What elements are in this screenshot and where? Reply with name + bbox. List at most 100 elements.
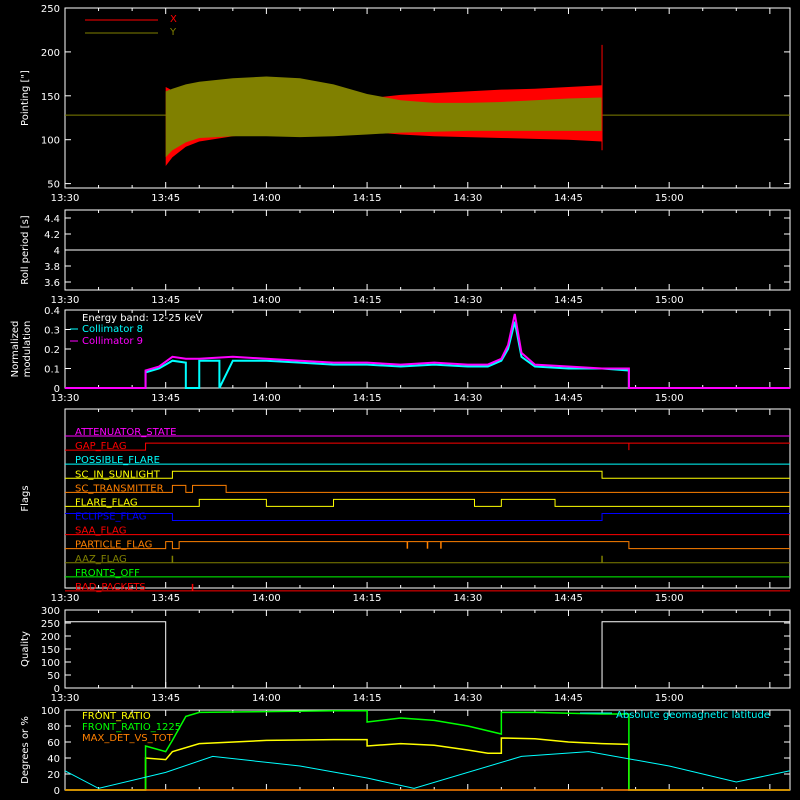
x-tick-label: 13:30 bbox=[51, 393, 80, 404]
y-tick-label: 200 bbox=[41, 48, 60, 59]
flag-label: PARTICLE_FLAG bbox=[75, 540, 152, 551]
y-axis-label: Pointing ["] bbox=[20, 70, 31, 126]
flag-label: BAD_PACKETS bbox=[75, 582, 146, 593]
y-tick-label: 0.3 bbox=[44, 326, 60, 337]
y-tick-label: 150 bbox=[41, 92, 60, 103]
x-tick-label: 13:30 bbox=[51, 693, 80, 704]
flag-line-sc-in-sunlight bbox=[65, 470, 790, 479]
legend-label: FRONT_RATIO_1225 bbox=[82, 722, 181, 733]
x-tick-label: 14:00 bbox=[252, 593, 281, 604]
x-tick-label: 14:00 bbox=[252, 193, 281, 204]
legend-label: Y bbox=[169, 27, 177, 38]
legend-label: MAX_DET_VS_TOT bbox=[82, 733, 174, 744]
y-tick-label: 100 bbox=[41, 658, 60, 669]
x-tick-label: 15:00 bbox=[655, 693, 684, 704]
y-tick-label: 300 bbox=[41, 606, 60, 617]
series-line-collimator-8 bbox=[65, 321, 790, 389]
y-tick-label: 40 bbox=[47, 754, 60, 765]
legend-label: X bbox=[170, 14, 177, 25]
y-tick-label: 150 bbox=[41, 645, 60, 656]
plot-frame bbox=[64, 7, 791, 189]
y-tick-label: 0.1 bbox=[44, 365, 60, 376]
y-tick-label: 0 bbox=[54, 684, 60, 695]
y-tick-label: 50 bbox=[47, 180, 60, 191]
y-axis-label: Flags bbox=[20, 485, 31, 511]
legend-label: Collimator 9 bbox=[82, 336, 143, 347]
y-tick-label: 20 bbox=[47, 770, 60, 781]
x-tick-label: 14:45 bbox=[554, 693, 583, 704]
flag-label: SC_IN_SUNLIGHT bbox=[75, 469, 161, 480]
plot-frame bbox=[64, 408, 791, 589]
y-tick-label: 0.4 bbox=[44, 306, 60, 317]
y-tick-label: 80 bbox=[47, 722, 60, 733]
flag-label: AAZ_FLAG bbox=[75, 554, 127, 565]
y-tick-label: 0 bbox=[54, 786, 60, 797]
legend-label: Collimator 8 bbox=[82, 324, 143, 335]
x-tick-label: 14:45 bbox=[554, 295, 583, 306]
flag-label: ATTENUATOR_STATE bbox=[75, 427, 176, 438]
flag-label: FRONTS_OFF bbox=[75, 568, 140, 579]
y-tick-label: 0 bbox=[54, 384, 60, 395]
x-tick-label: 14:45 bbox=[554, 193, 583, 204]
x-tick-label: 14:00 bbox=[252, 693, 281, 704]
x-tick-label: 13:45 bbox=[151, 193, 180, 204]
x-tick-label: 13:45 bbox=[151, 593, 180, 604]
x-tick-label: 14:15 bbox=[353, 693, 382, 704]
x-tick-label: 15:00 bbox=[655, 393, 684, 404]
flag-line-flare-flag bbox=[65, 498, 790, 507]
flag-label: GAP_FLAG bbox=[75, 441, 127, 452]
y-tick-label: 200 bbox=[41, 632, 60, 643]
x-tick-label: 13:45 bbox=[151, 295, 180, 306]
x-tick-label: 14:30 bbox=[453, 393, 482, 404]
flag-label: SC_TRANSMITTER bbox=[75, 483, 164, 494]
y-tick-label: 100 bbox=[41, 706, 60, 717]
y-tick-label: 50 bbox=[47, 671, 60, 682]
y-tick-label: 4.2 bbox=[44, 230, 60, 241]
x-tick-label: 14:15 bbox=[353, 593, 382, 604]
x-tick-label: 14:30 bbox=[453, 193, 482, 204]
flag-line-gap-flag bbox=[65, 442, 790, 451]
y-tick-label: 3.6 bbox=[44, 278, 60, 289]
y-tick-label: 250 bbox=[41, 619, 60, 630]
x-tick-label: 15:00 bbox=[655, 593, 684, 604]
y-tick-label: 4 bbox=[54, 246, 60, 257]
x-tick-label: 14:30 bbox=[453, 693, 482, 704]
series-line-front-ratio-1225 bbox=[65, 710, 790, 791]
legend-label: FRONT_RATIO bbox=[82, 711, 151, 722]
flag-label: FLARE_FLAG bbox=[75, 497, 138, 508]
panel-6: 0 20 40 60 80 100 Degrees or % FRONT_RATIOFRONT… bbox=[20, 706, 791, 797]
x-tick-label: 13:30 bbox=[51, 295, 80, 306]
panel-3: 13:30 13:45 14:00 14:15 14:30 14:45 15:00 0 0.1 0… bbox=[10, 306, 791, 404]
flag-line-particle-flag bbox=[65, 541, 790, 550]
y-axis-label: modulation bbox=[22, 321, 33, 378]
series-line-absolute-geomagnetic-latitude bbox=[64, 751, 791, 789]
flag-label: POSSIBLE_FLARE bbox=[75, 455, 160, 466]
series-line-collimator-9 bbox=[65, 313, 790, 389]
x-tick-label: 14:15 bbox=[353, 295, 382, 306]
x-tick-label: 14:45 bbox=[554, 593, 583, 604]
y-tick-label: 60 bbox=[47, 738, 60, 749]
series-line-front-ratio bbox=[65, 737, 790, 791]
y-tick-label: 4.4 bbox=[44, 214, 60, 225]
energy-band-annotation: Energy band: 12-25 keV bbox=[82, 313, 203, 324]
x-tick-label: 14:45 bbox=[554, 393, 583, 404]
x-tick-label: 13:45 bbox=[151, 693, 180, 704]
y-tick-label: 3.8 bbox=[44, 262, 60, 273]
x-tick-label: 13:30 bbox=[51, 193, 80, 204]
x-tick-label: 14:15 bbox=[353, 193, 382, 204]
y-axis-label: Normalized bbox=[10, 321, 21, 378]
flag-line-eclipse-flag bbox=[65, 513, 790, 521]
y-tick-label: 0.2 bbox=[44, 345, 60, 356]
series-band-y bbox=[165, 76, 603, 158]
quality-line bbox=[65, 621, 790, 689]
x-tick-label: 14:00 bbox=[252, 295, 281, 306]
y-axis-label: Degrees or % bbox=[20, 716, 31, 784]
x-tick-label: 14:00 bbox=[252, 393, 281, 404]
legend-label: Absolute geomagnetic latitude bbox=[616, 710, 770, 721]
flag-label: ECLIPSE_FLAG bbox=[75, 512, 146, 523]
x-tick-label: 13:30 bbox=[51, 593, 80, 604]
x-tick-label: 15:00 bbox=[655, 295, 684, 306]
panel-1: 13:30 13:45 14:00 14:15 14:30 14:45 15:00 50 100… bbox=[20, 4, 791, 204]
x-tick-label: 14:15 bbox=[353, 393, 382, 404]
